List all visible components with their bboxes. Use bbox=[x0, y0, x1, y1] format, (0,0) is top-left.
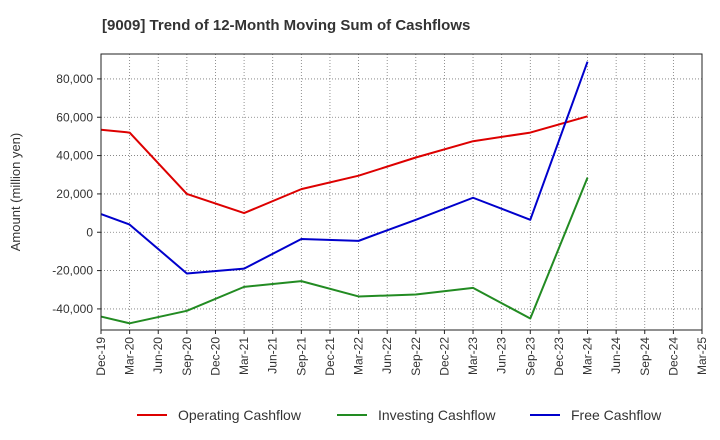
x-tick-label: Jun-23 bbox=[495, 337, 509, 374]
y-tick-label: 60,000 bbox=[56, 110, 93, 124]
y-gridlines bbox=[101, 78, 702, 310]
operating-cashflow-line bbox=[100, 115, 588, 215]
x-tick-label: Mar-24 bbox=[581, 337, 595, 375]
free-cashflow-line bbox=[100, 61, 589, 275]
x-axis-ticks: Dec-19 Mar-20 Jun-20 Sep-20 Dec-20 Mar-21 Jun-… bbox=[94, 330, 709, 376]
y-axis-ticks: -40,000 -20,000 0 20,000 40,000 60,000 80,000 bbox=[52, 72, 101, 316]
y-tick-label: 20,000 bbox=[56, 187, 93, 201]
y-tick-label: -20,000 bbox=[52, 264, 93, 278]
y-axis-label: Amount (million yen) bbox=[8, 133, 23, 252]
y-tick-label: 40,000 bbox=[56, 149, 93, 163]
x-tick-label: Mar-25 bbox=[695, 337, 709, 375]
x-tick-label: Dec-19 bbox=[94, 337, 108, 376]
x-gridlines bbox=[129, 54, 674, 330]
y-tick-label: -40,000 bbox=[52, 302, 93, 316]
series-lines bbox=[100, 61, 589, 325]
x-tick-label: Jun-21 bbox=[266, 337, 280, 374]
investing-cashflow-legend-label: Investing Cashflow bbox=[378, 407, 496, 423]
x-tick-label: Mar-20 bbox=[123, 337, 137, 375]
x-tick-label: Dec-24 bbox=[666, 337, 680, 376]
x-tick-label: Sep-22 bbox=[409, 337, 423, 376]
x-tick-label: Dec-20 bbox=[208, 337, 222, 376]
x-tick-label: Dec-21 bbox=[323, 337, 337, 376]
x-tick-label: Mar-22 bbox=[352, 337, 366, 375]
x-tick-label: Jun-22 bbox=[380, 337, 394, 374]
x-tick-label: Sep-23 bbox=[523, 337, 537, 376]
x-tick-label: Sep-24 bbox=[638, 337, 652, 376]
x-tick-label: Dec-23 bbox=[552, 337, 566, 376]
x-tick-label: Sep-20 bbox=[180, 337, 194, 376]
x-tick-label: Sep-21 bbox=[294, 337, 308, 376]
plot-area bbox=[101, 54, 702, 330]
investing-cashflow-line bbox=[100, 177, 589, 325]
plot-frame bbox=[100, 53, 703, 331]
x-tick-label: Mar-21 bbox=[237, 337, 251, 375]
x-tick-label: Jun-20 bbox=[151, 337, 165, 374]
x-tick-label: Dec-22 bbox=[437, 337, 451, 376]
y-tick-label: 0 bbox=[86, 225, 93, 239]
free-cashflow-legend-label: Free Cashflow bbox=[571, 407, 662, 423]
operating-cashflow-legend-label: Operating Cashflow bbox=[178, 407, 302, 423]
x-tick-label: Jun-24 bbox=[609, 337, 623, 374]
legend: Operating Cashflow Investing Cashflow Free… bbox=[137, 407, 662, 423]
chart-title: [9009] Trend of 12-Month Moving Sum of C… bbox=[102, 17, 470, 34]
x-tick-label: Mar-23 bbox=[466, 337, 480, 375]
y-tick-label: 80,000 bbox=[56, 72, 93, 86]
